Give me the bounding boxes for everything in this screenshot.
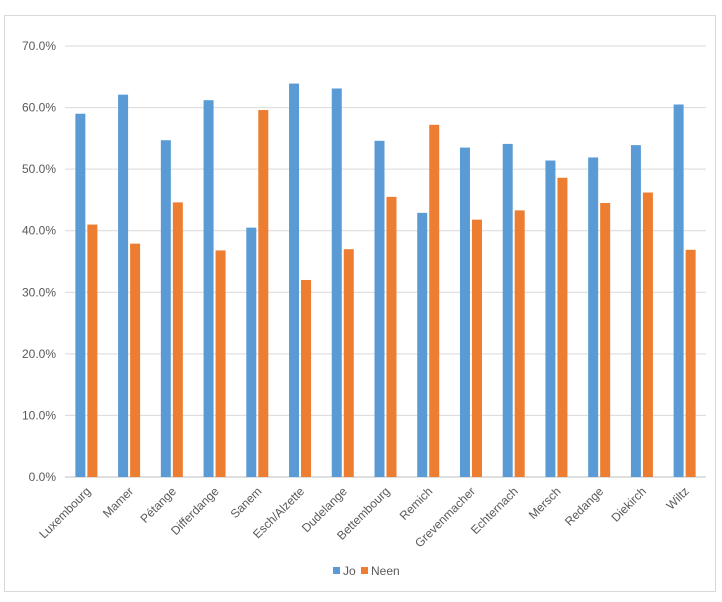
bar-jo-remich (417, 212, 428, 477)
bar-jo-sanem (246, 227, 257, 477)
bar-neen-wiltz (685, 249, 696, 477)
bar-neen-p-tange (172, 202, 183, 478)
y-tick-label: 30.0% (22, 285, 56, 299)
bar-neen-mersch (557, 177, 568, 477)
y-tick-label: 20.0% (22, 347, 56, 361)
x-tick-label: Redange (562, 484, 607, 529)
bar-neen-differdange (215, 250, 226, 477)
bar-neen-bettembourg (386, 196, 397, 477)
y-tick-label: 40.0% (22, 224, 56, 238)
bar-jo-bettembourg (374, 140, 385, 477)
legend-label-jo: Jo (343, 564, 356, 578)
bar-jo-grevenmacher (459, 147, 470, 478)
bar-jo-mersch (545, 160, 556, 477)
bar-neen-sanem (258, 110, 269, 477)
y-tick-label: 70.0% (22, 39, 56, 53)
bar-neen-diekirch (642, 192, 653, 478)
bar-jo-mamer (118, 94, 129, 478)
legend-swatch-neen (361, 567, 368, 574)
bar-jo-redange (588, 157, 599, 478)
x-tick-label: Pétange (137, 484, 179, 526)
bar-neen-esch-alzette (301, 279, 312, 477)
x-tick-label: Luxembourg (36, 484, 93, 541)
bar-neen-mamer (130, 243, 141, 477)
bar-jo-wiltz (673, 104, 684, 477)
y-tick-label: 10.0% (22, 408, 56, 422)
bar-neen-echternach (514, 210, 525, 477)
x-tick-label: Diekirch (608, 484, 649, 525)
bar-jo-differdange (203, 100, 214, 477)
bar-neen-grevenmacher (471, 219, 482, 478)
x-tick-label: Remich (397, 484, 436, 523)
y-tick-label: 50.0% (22, 162, 56, 176)
bar-jo-diekirch (630, 145, 641, 477)
bar-neen-remich (429, 124, 440, 477)
y-tick-label: 0.0% (29, 470, 57, 484)
x-tick-label: Mersch (526, 484, 564, 522)
bar-neen-dudelange (343, 249, 354, 477)
bar-jo-echternach (502, 143, 513, 478)
bar-jo-p-tange (160, 140, 171, 477)
x-tick-label: Mamer (100, 484, 136, 520)
legend-label-neen: Neen (371, 564, 400, 578)
x-tick-label: Sanem (228, 484, 265, 521)
bar-neen-redange (600, 203, 611, 477)
bar-jo-dudelange (331, 88, 342, 477)
bar-jo-luxembourg (75, 113, 86, 477)
y-tick-label: 60.0% (22, 101, 56, 115)
x-tick-label: Wiltz (663, 484, 691, 512)
bar-jo-esch-alzette (289, 83, 300, 478)
legend-swatch-jo (333, 567, 340, 574)
bar-neen-luxembourg (87, 224, 98, 477)
